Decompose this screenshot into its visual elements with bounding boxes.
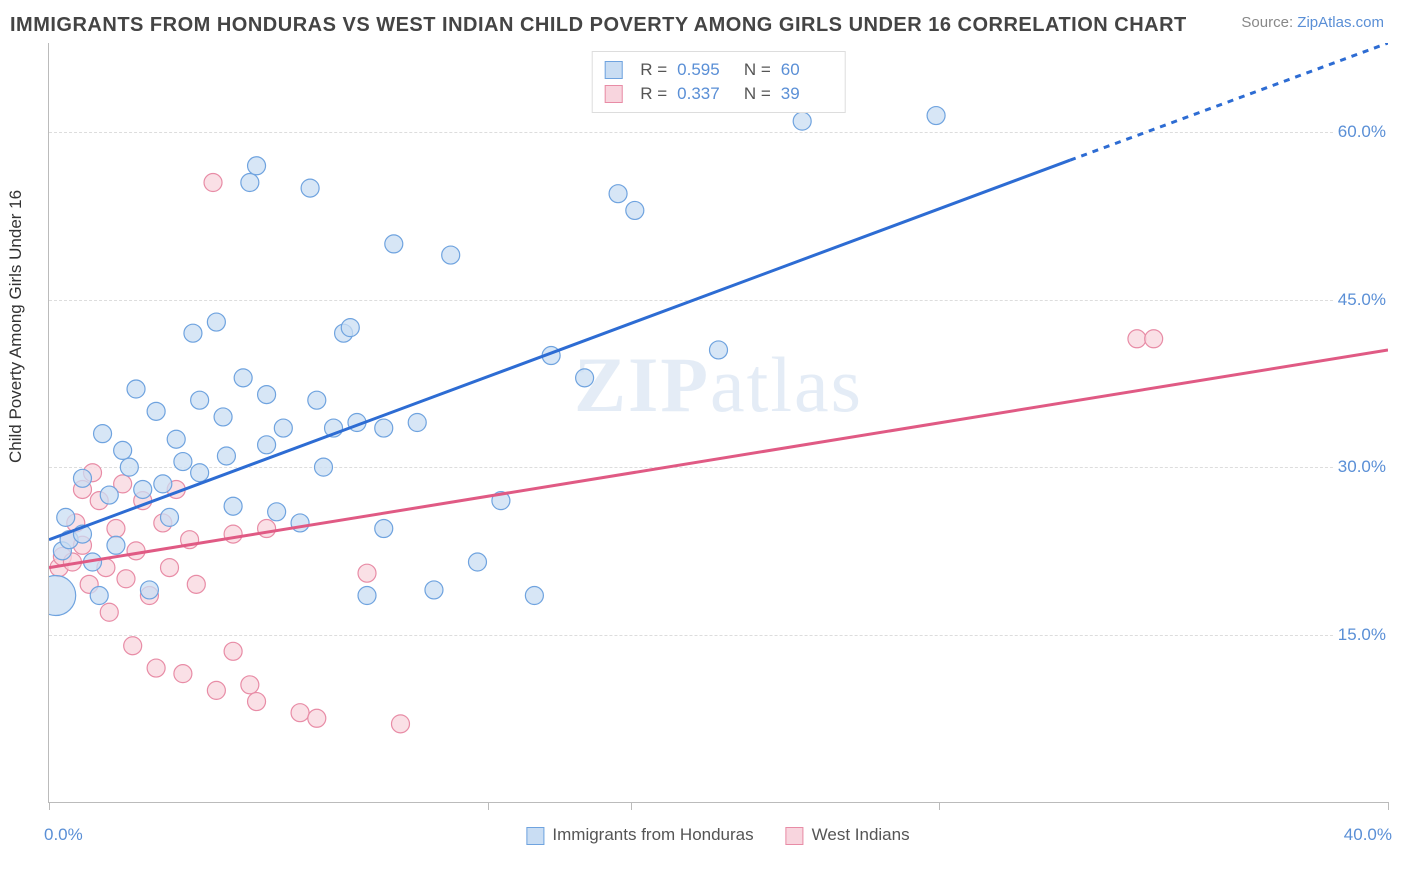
data-point [308, 709, 326, 727]
data-point [127, 542, 145, 560]
swatch-icon [604, 61, 622, 79]
data-point [927, 107, 945, 125]
data-point [241, 174, 259, 192]
data-point [385, 235, 403, 253]
data-point [57, 508, 75, 526]
data-point [425, 581, 443, 599]
data-point [147, 659, 165, 677]
data-point [217, 447, 235, 465]
scatter-svg [49, 43, 1388, 802]
bottom-legend: Immigrants from Honduras West Indians [526, 825, 909, 845]
data-point [124, 637, 142, 655]
y-axis-label: Child Poverty Among Girls Under 16 [6, 190, 26, 463]
data-point [224, 525, 242, 543]
data-point [224, 642, 242, 660]
data-point [391, 715, 409, 733]
trend-line [49, 160, 1070, 540]
data-point [207, 681, 225, 699]
data-point [241, 676, 259, 694]
data-point [274, 419, 292, 437]
data-point [73, 469, 91, 487]
data-point [442, 246, 460, 264]
data-point [214, 408, 232, 426]
stats-row-series-2: R = 0.337 N = 39 [604, 82, 833, 106]
x-axis-max-label: 40.0% [1344, 825, 1392, 845]
data-point [301, 179, 319, 197]
data-point [191, 391, 209, 409]
data-point [258, 436, 276, 454]
data-point [154, 475, 172, 493]
data-point [49, 576, 76, 616]
data-point [258, 520, 276, 538]
data-point [268, 503, 286, 521]
x-axis-row: 0.0% Immigrants from Honduras West India… [48, 815, 1388, 855]
data-point [167, 430, 185, 448]
data-point [174, 665, 192, 683]
data-point [626, 201, 644, 219]
data-point [468, 553, 486, 571]
stats-legend: R = 0.595 N = 60 R = 0.337 N = 39 [591, 51, 846, 113]
data-point [191, 464, 209, 482]
plot-region: ZIPatlas R = 0.595 N = 60 R = 0.337 N = … [48, 43, 1388, 803]
data-point [117, 570, 135, 588]
chart-area: Child Poverty Among Girls Under 16 ZIPat… [0, 43, 1406, 863]
data-point [94, 425, 112, 443]
data-point [1128, 330, 1146, 348]
data-point [207, 313, 225, 331]
header: IMMIGRANTS FROM HONDURAS VS WEST INDIAN … [0, 0, 1406, 43]
data-point [161, 559, 179, 577]
data-point [793, 112, 811, 130]
legend-item-2: West Indians [786, 825, 910, 845]
data-point [161, 508, 179, 526]
source-label: Source: ZipAtlas.com [1241, 14, 1384, 31]
data-point [291, 704, 309, 722]
data-point [258, 386, 276, 404]
trend-line-extrapolated [1070, 43, 1388, 160]
data-point [100, 603, 118, 621]
data-point [127, 380, 145, 398]
data-point [234, 369, 252, 387]
swatch-icon [604, 85, 622, 103]
data-point [248, 693, 266, 711]
data-point [204, 174, 222, 192]
source-link[interactable]: ZipAtlas.com [1297, 14, 1384, 31]
data-point [90, 587, 108, 605]
data-point [107, 536, 125, 554]
x-axis-min-label: 0.0% [44, 825, 83, 845]
data-point [100, 486, 118, 504]
data-point [187, 575, 205, 593]
data-point [140, 581, 158, 599]
data-point [375, 419, 393, 437]
data-point [147, 402, 165, 420]
data-point [184, 324, 202, 342]
data-point [576, 369, 594, 387]
data-point [375, 520, 393, 538]
data-point [710, 341, 728, 359]
data-point [525, 587, 543, 605]
data-point [341, 319, 359, 337]
data-point [308, 391, 326, 409]
data-point [1145, 330, 1163, 348]
swatch-icon [786, 827, 804, 845]
data-point [408, 414, 426, 432]
data-point [174, 453, 192, 471]
data-point [248, 157, 266, 175]
chart-title: IMMIGRANTS FROM HONDURAS VS WEST INDIAN … [10, 14, 1187, 37]
data-point [314, 458, 332, 476]
data-point [114, 441, 132, 459]
data-point [358, 564, 376, 582]
data-point [107, 520, 125, 538]
swatch-icon [526, 827, 544, 845]
data-point [609, 185, 627, 203]
stats-row-series-1: R = 0.595 N = 60 [604, 58, 833, 82]
legend-item-1: Immigrants from Honduras [526, 825, 753, 845]
data-point [224, 497, 242, 515]
data-point [134, 480, 152, 498]
data-point [358, 587, 376, 605]
data-point [120, 458, 138, 476]
